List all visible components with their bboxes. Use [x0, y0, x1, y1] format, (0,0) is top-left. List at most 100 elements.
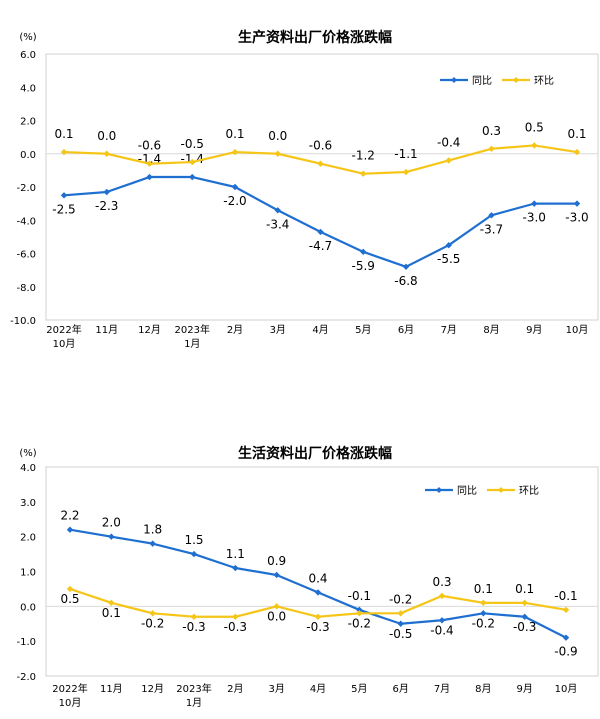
- x-tick-label: 1月: [186, 697, 202, 709]
- y-tick-label: 4.0: [20, 83, 36, 94]
- data-point: [402, 263, 410, 270]
- data-label: 0.1: [515, 582, 534, 596]
- x-tick-label: 6月: [398, 324, 414, 336]
- data-point: [146, 160, 153, 167]
- x-tick-label: 12月: [141, 683, 164, 695]
- legend-marker: [513, 77, 519, 83]
- y-unit-label: (%): [19, 448, 36, 459]
- x-tick-label: 8月: [483, 324, 499, 336]
- chart-title: 生活资料出厂价格涨跌幅: [238, 445, 392, 462]
- legend-label: 同比: [472, 75, 492, 87]
- data-label: -0.6: [138, 139, 161, 153]
- x-tick-label: 2022年: [46, 323, 81, 336]
- data-label: -0.5: [181, 137, 204, 151]
- data-label: -2.3: [95, 199, 118, 213]
- data-point: [274, 207, 281, 214]
- legend-marker: [498, 487, 504, 493]
- data-label: 0.0: [267, 609, 286, 623]
- legend-label: 环比: [534, 75, 554, 87]
- data-point: [397, 620, 404, 627]
- x-tick-label: 2022年: [52, 682, 87, 695]
- data-point: [480, 610, 487, 617]
- data-label: 0.1: [225, 127, 244, 141]
- data-label: -0.1: [348, 589, 371, 603]
- data-label: 1.1: [226, 547, 245, 561]
- data-point: [190, 613, 198, 620]
- legend: 同比 环比: [440, 75, 554, 87]
- x-tick-label: 10月: [59, 697, 82, 709]
- data-label: -0.1: [554, 589, 577, 603]
- x-tick-label: 3月: [268, 683, 284, 695]
- data-label: -0.3: [182, 620, 205, 634]
- data-point: [438, 592, 446, 600]
- y-tick-label: 2.0: [20, 117, 36, 128]
- x-tick-label: 11月: [95, 324, 118, 336]
- y-tick-label: -2.0: [16, 672, 36, 683]
- data-label: 0.5: [525, 120, 544, 134]
- y-tick-label: 0.0: [20, 150, 36, 161]
- data-point: [60, 148, 68, 156]
- data-point: [146, 173, 153, 181]
- data-label: -0.2: [141, 616, 164, 630]
- data-point: [562, 634, 570, 641]
- data-point: [445, 157, 452, 164]
- data-point: [231, 183, 239, 191]
- x-tick-label: 2月: [227, 683, 243, 695]
- y-tick-label: 0.0: [20, 602, 36, 613]
- x-tick-label: 9月: [516, 683, 532, 695]
- data-point: [149, 540, 156, 547]
- data-label: -0.2: [389, 592, 412, 606]
- data-point: [356, 606, 363, 614]
- data-label: -1.2: [352, 149, 375, 163]
- data-label: 0.1: [474, 582, 493, 596]
- data-label: 0.1: [567, 127, 586, 141]
- data-point: [402, 168, 410, 176]
- data-label: -0.3: [224, 620, 247, 634]
- data-point: [445, 241, 452, 249]
- x-tick-label: 4月: [310, 683, 326, 695]
- data-point: [314, 613, 322, 620]
- data-point: [573, 200, 581, 207]
- data-label: -2.5: [52, 202, 75, 216]
- x-tick-label: 2月: [227, 324, 243, 336]
- y-tick-label: 4.0: [20, 463, 36, 474]
- data-label: 0.0: [97, 129, 116, 143]
- data-label: 0.9: [267, 554, 286, 568]
- data-point: [317, 160, 324, 167]
- data-point: [438, 617, 446, 624]
- x-tick-label: 7月: [434, 683, 450, 695]
- y-tick-label: 2.0: [20, 533, 36, 544]
- y-tick-label: 3.0: [20, 498, 36, 509]
- data-label: 2.0: [102, 516, 121, 530]
- chart-title: 生产资料出厂价格涨跌幅: [238, 29, 392, 46]
- data-label: -3.0: [523, 211, 546, 225]
- x-tick-label: 2023年: [176, 682, 211, 695]
- data-point: [531, 142, 538, 149]
- data-label: -0.2: [348, 616, 371, 630]
- data-point: [108, 533, 115, 540]
- plot-frame: [45, 53, 599, 321]
- data-label: 0.3: [482, 124, 501, 138]
- data-point: [397, 610, 404, 617]
- data-point: [360, 248, 367, 256]
- chart-production-materials: 生产资料出厂价格涨跌幅 (%) 6.0 4.0 2.0 0.0 -2.0 -4.0 -6.0…: [10, 29, 599, 350]
- data-point: [60, 192, 68, 199]
- data-point: [232, 613, 239, 620]
- data-label: -3.7: [480, 222, 503, 236]
- data-label: -0.3: [306, 620, 329, 634]
- data-label: 0.3: [432, 575, 451, 589]
- data-point: [488, 145, 495, 152]
- data-point: [531, 200, 538, 207]
- x-tick-label: 10月: [53, 338, 76, 350]
- x-tick-label: 10月: [566, 324, 589, 336]
- data-point: [521, 613, 528, 620]
- chart-consumer-goods: 生活资料出厂价格涨跌幅 (%) 4.0 3.0 2.0 1.0 0.0 -1.0 -2.0 2…: [16, 445, 599, 709]
- data-label: -4.7: [309, 239, 332, 253]
- data-label: 1.8: [143, 523, 162, 537]
- data-point: [480, 599, 487, 607]
- legend-label: 同比: [457, 485, 477, 497]
- data-label: 0.5: [60, 592, 79, 606]
- data-label: 0.1: [102, 606, 121, 620]
- data-label: -0.9: [554, 645, 577, 659]
